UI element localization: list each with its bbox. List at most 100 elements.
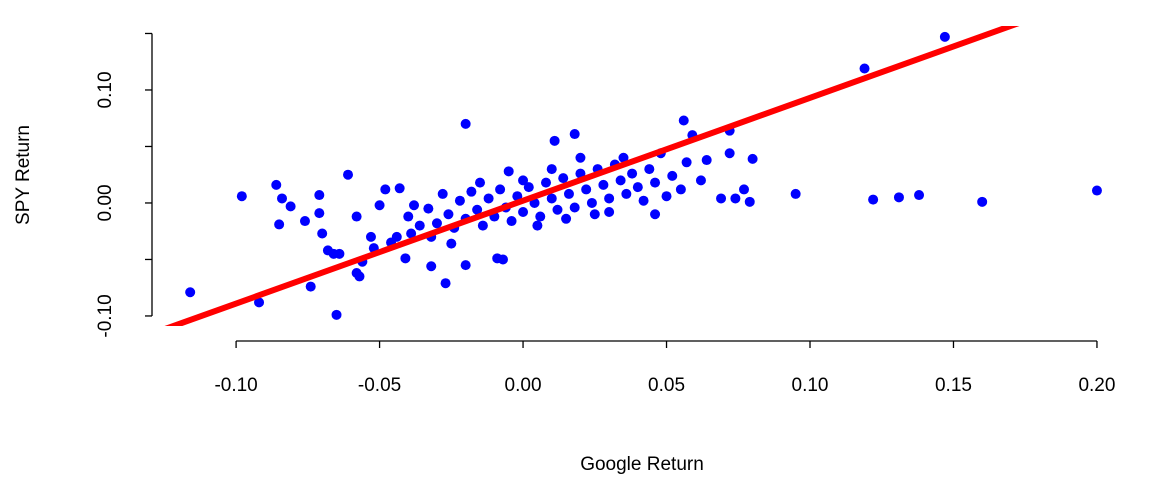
point [334, 248, 345, 259]
point [695, 175, 706, 186]
point [575, 152, 586, 163]
point [558, 173, 569, 184]
point [380, 184, 391, 195]
point [667, 170, 678, 181]
point [354, 271, 365, 282]
point [724, 148, 735, 159]
point [747, 153, 758, 164]
point [1091, 185, 1102, 196]
point [365, 231, 376, 242]
point [535, 211, 546, 222]
point [523, 182, 534, 193]
y-tick-label: 0.10 [95, 71, 116, 108]
point [314, 190, 325, 201]
point [409, 200, 420, 211]
point [650, 209, 661, 220]
point [541, 177, 552, 188]
point [495, 184, 506, 195]
point [423, 203, 434, 214]
point [497, 254, 508, 265]
point [632, 182, 643, 193]
point [744, 196, 755, 207]
x-tick-label: 0.20 [1078, 375, 1115, 396]
point [604, 193, 615, 204]
point [460, 118, 471, 129]
x-tick-label: 0.15 [935, 375, 972, 396]
point [518, 175, 529, 186]
point [569, 129, 580, 140]
point [681, 157, 692, 168]
point [868, 194, 879, 205]
point [446, 238, 457, 249]
point [561, 213, 572, 224]
point [277, 193, 288, 204]
point [343, 169, 354, 180]
point [552, 204, 563, 215]
point [563, 188, 574, 199]
point [586, 197, 597, 208]
point [914, 190, 925, 201]
x-tick-label: 0.05 [648, 375, 685, 396]
point [483, 193, 494, 204]
point [618, 152, 629, 163]
point [400, 253, 411, 264]
point [460, 260, 471, 271]
point [675, 184, 686, 195]
point [546, 164, 557, 175]
point [472, 204, 483, 215]
point [589, 209, 600, 220]
point [532, 220, 543, 231]
y-axis-label: SPY Return [13, 125, 34, 225]
point [426, 261, 437, 272]
point [893, 192, 904, 203]
point [518, 207, 529, 218]
plot-area [164, 26, 1102, 326]
point [374, 200, 385, 211]
point [661, 191, 672, 202]
point [274, 219, 285, 230]
point [546, 193, 557, 204]
point [477, 220, 488, 231]
point [443, 209, 454, 220]
trend-line [164, 26, 1020, 326]
point [644, 164, 655, 175]
point [331, 309, 342, 320]
point [549, 135, 560, 146]
point [615, 175, 626, 186]
x-tick-label: -0.05 [358, 375, 401, 396]
point [254, 297, 265, 308]
y-tick-label: 0.00 [95, 184, 116, 221]
point [790, 188, 801, 199]
point [701, 155, 712, 166]
point [638, 195, 649, 206]
y-tick-label: -0.10 [95, 294, 116, 337]
point [716, 193, 727, 204]
point [317, 228, 328, 239]
point [466, 186, 477, 197]
point [503, 166, 514, 177]
point [185, 287, 196, 298]
point [351, 211, 362, 222]
point [859, 63, 870, 74]
point [414, 220, 425, 231]
x-tick-label: 0.00 [505, 375, 542, 396]
point [739, 184, 750, 195]
point [678, 115, 689, 126]
point [454, 195, 465, 206]
point [314, 208, 325, 219]
x-tick-label: 0.10 [792, 375, 829, 396]
x-tick-label: -0.10 [214, 375, 257, 396]
point [305, 281, 316, 292]
point [569, 202, 580, 213]
point [475, 177, 486, 188]
point [403, 211, 414, 222]
point [394, 183, 405, 194]
point [236, 191, 247, 202]
point [506, 216, 517, 227]
point [977, 196, 988, 207]
point [406, 228, 417, 239]
point [391, 231, 402, 242]
point [299, 216, 310, 227]
